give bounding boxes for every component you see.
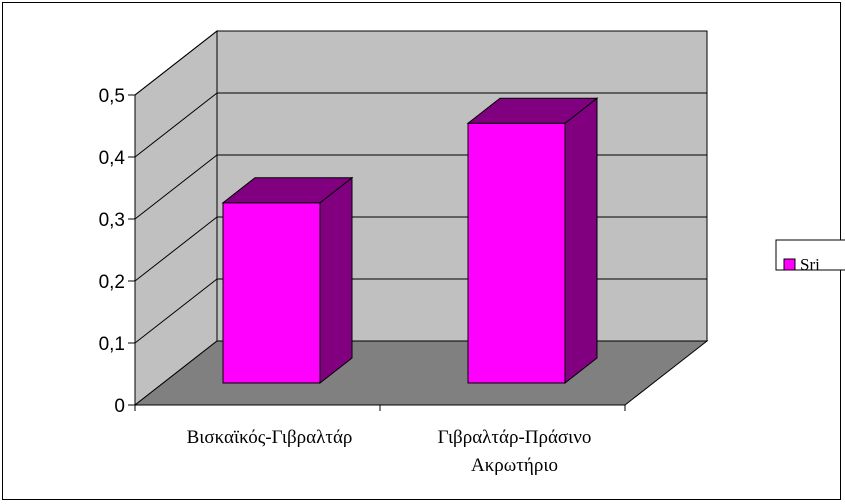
bar-side <box>319 176 353 385</box>
gridline <box>134 92 218 158</box>
x-axis: Βισκαϊκός-Γιβραλτάρ Γιβραλτάρ-Πράσινο Ακρω… <box>134 404 626 476</box>
y-tick-label: 0,3 <box>99 210 125 231</box>
legend: Sri <box>775 239 845 274</box>
bar <box>466 97 599 385</box>
chart-side-wall <box>134 29 218 407</box>
x-category-label: Ακρωτήριο <box>471 455 558 476</box>
bar <box>221 176 354 385</box>
gridline <box>134 154 218 220</box>
y-tick-label: 0 <box>114 396 125 417</box>
bar-top <box>466 97 599 124</box>
bars <box>221 97 599 385</box>
legend-swatch <box>783 258 796 271</box>
gridline <box>134 30 218 96</box>
bar-front <box>222 202 321 384</box>
y-tick-label: 0,1 <box>99 334 125 355</box>
y-tick-label: 0,5 <box>99 86 125 107</box>
y-tick-label: 0,4 <box>99 148 126 169</box>
x-category-label: Βισκαϊκός-Γιβραλτάρ <box>187 427 353 448</box>
bar-front <box>467 122 566 384</box>
y-axis: 0 0,1 0,2 0,3 0,4 0,5 <box>99 86 136 417</box>
x-category-label: Γιβραλτάρ-Πράσινο <box>438 427 592 448</box>
bar-top <box>221 177 354 204</box>
bar-side <box>564 97 598 385</box>
legend-label: Sri <box>800 255 820 274</box>
gridline <box>134 278 218 344</box>
gridline <box>134 216 218 282</box>
chart-floor <box>133 340 709 406</box>
y-tick-label: 0,2 <box>99 272 125 293</box>
